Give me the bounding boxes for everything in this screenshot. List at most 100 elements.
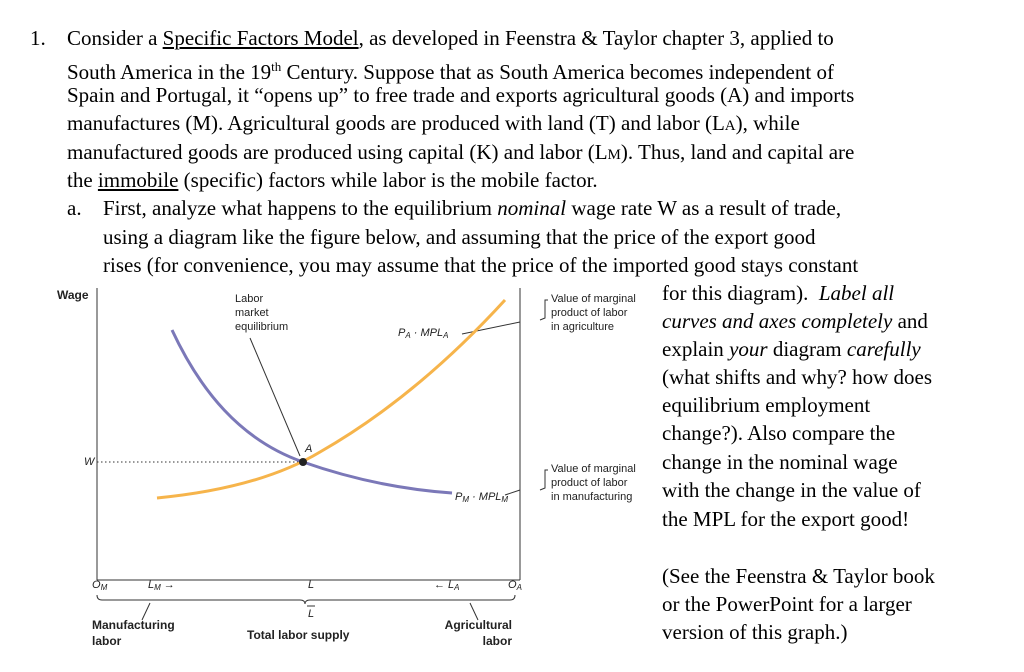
text: M — [101, 583, 108, 592]
text: A — [516, 583, 522, 592]
note-line: or the PowerPoint for a larger — [662, 592, 912, 616]
text: your — [729, 337, 768, 361]
text: M — [462, 495, 469, 504]
axis-label: L — [308, 608, 314, 620]
axis-title: labor — [92, 634, 122, 648]
text: (specific) factors while labor is the mo… — [178, 168, 598, 192]
bracket — [539, 469, 548, 491]
text-line: equilibrium employment — [662, 393, 871, 417]
text-line: South America in the 19th Century. Suppo… — [67, 53, 834, 86]
note-line: (See the Feenstra & Taylor book — [662, 564, 935, 588]
label: in manufacturing — [551, 491, 632, 503]
text: manufactures (M). Agricultural goods are… — [67, 111, 725, 135]
text-line: curves and axes completely and — [662, 307, 928, 335]
text: ). Thus, land and capital are — [620, 140, 855, 164]
point-label: A — [304, 443, 312, 455]
label: market — [235, 307, 269, 319]
leader-line — [469, 602, 479, 621]
label: in agriculture — [551, 321, 614, 333]
text: A — [442, 331, 448, 340]
text: for this diagram). — [662, 281, 819, 305]
text-line: for this diagram). Label all — [662, 279, 894, 307]
y-axis-label: Wage — [57, 288, 89, 302]
figure: Wage Labor market equilibrium PA · MPLA … — [57, 288, 636, 648]
text: , as developed in Feenstra & Taylor chap… — [358, 26, 834, 50]
label: product of labor — [551, 477, 628, 489]
axis-label: LM → — [148, 579, 175, 592]
label: Value of marginal — [551, 463, 636, 475]
text: th — [271, 59, 282, 74]
text-line: the MPL for the export good! — [662, 507, 910, 531]
axis-label: L — [308, 579, 314, 591]
text: P — [398, 327, 406, 339]
text: and — [892, 309, 928, 333]
text: immobile — [97, 168, 179, 192]
agriculture-curve — [156, 298, 507, 500]
text: Consider a — [67, 26, 163, 50]
text-line: Consider a Specific Factors Model, as de… — [67, 24, 834, 52]
note-line: version of this graph.) — [662, 620, 848, 644]
text: Label all — [818, 281, 895, 305]
text: manufactured goods are produced using ca… — [67, 140, 608, 164]
text: using a diagram like the figure below, a… — [103, 225, 816, 249]
text: → — [164, 579, 175, 591]
text: · MPL — [411, 327, 443, 339]
text: L — [148, 579, 154, 591]
text: Spain and Portugal, it “opens up” to fre… — [67, 83, 855, 107]
text: M — [501, 495, 508, 504]
axis-label: ← LA — [434, 579, 459, 592]
leader-line — [249, 337, 301, 457]
text: explain — [662, 337, 730, 361]
text-line: explain your diagram carefully — [662, 335, 921, 363]
text-line: manufactures (M). Agricultural goods are… — [67, 109, 800, 140]
text: curves and axes completely — [662, 309, 893, 333]
wage-label: W — [84, 456, 96, 468]
curve-label: PA · MPLA — [398, 327, 448, 340]
text: L — [448, 579, 454, 591]
text: A — [453, 583, 459, 592]
text: rises (for convenience, you may assume t… — [103, 253, 859, 277]
text: wage rate W as a result of trade, — [566, 196, 842, 220]
label: equilibrium — [235, 321, 288, 333]
text: Century. Suppose that as South America b… — [281, 60, 834, 84]
text: ), while — [735, 111, 800, 135]
text: carefully — [846, 337, 921, 361]
brace — [96, 594, 516, 605]
text-line: rises (for convenience, you may assume t… — [103, 251, 858, 279]
leader-line — [461, 321, 521, 335]
text: diagram — [767, 337, 847, 361]
text: ← — [434, 579, 445, 591]
text-line: change?). Also compare the — [662, 421, 896, 445]
label: Value of marginal — [551, 293, 636, 305]
curve-label: PM · MPLM — [455, 491, 508, 504]
text: A — [404, 331, 410, 340]
text-line: manufactured goods are produced using ca… — [67, 138, 854, 169]
axis-title: Total labor supply — [247, 628, 350, 642]
equilibrium-point — [299, 458, 307, 466]
text-line: change in the nominal wage — [662, 450, 898, 474]
question-number: 1. — [30, 26, 46, 50]
axis-title: Agricultural — [445, 618, 512, 632]
text-line: (what shifts and why? how does — [662, 365, 933, 389]
text: South America in the 19 — [67, 60, 272, 84]
text: P — [455, 491, 463, 503]
axis-title: labor — [483, 634, 513, 648]
text: O — [508, 579, 517, 591]
manufacturing-curve — [170, 329, 453, 495]
text: First, analyze what happens to the equil… — [103, 196, 498, 220]
text: Specific Factors Model — [162, 26, 359, 50]
text-line: using a diagram like the figure below, a… — [103, 223, 815, 251]
label: Labor — [235, 293, 263, 305]
axis-label: OM — [92, 579, 108, 592]
leader-line — [504, 489, 521, 496]
text: M — [607, 147, 621, 163]
text: M — [154, 583, 161, 592]
axis-label: OA — [508, 579, 522, 592]
bracket — [539, 299, 548, 321]
label: product of labor — [551, 307, 628, 319]
text-line: First, analyze what happens to the equil… — [103, 194, 841, 222]
text: A — [724, 118, 736, 134]
text-line: Spain and Portugal, it “opens up” to fre… — [67, 81, 854, 109]
axis-title: Manufacturing — [92, 618, 175, 632]
